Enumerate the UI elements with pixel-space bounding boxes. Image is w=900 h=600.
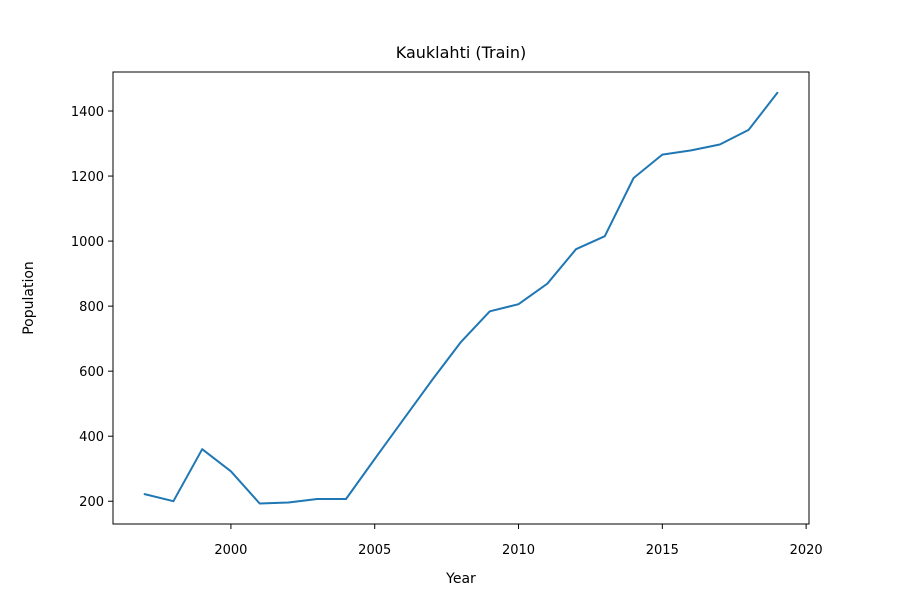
y-tick-label: 200 [79,495,104,510]
x-tick-label: 2000 [214,543,247,558]
y-tick-label: 1200 [71,170,104,185]
x-tick-label: 2005 [358,543,391,558]
y-tick-label: 400 [79,430,104,445]
y-tick-label: 1400 [71,105,104,120]
x-axis-label: Year [445,571,476,587]
y-tick-label: 1000 [71,235,104,250]
series-line-0 [143,91,779,505]
y-tick-label: 600 [79,365,104,380]
x-axis: 2000 2005 2010 2015 2020 [214,524,823,558]
plot-area [143,91,779,505]
x-tick-label: 2010 [502,543,535,558]
y-axis: 200 400 600 800 1000 1200 1400 [71,105,113,510]
y-tick-label: 800 [79,300,104,315]
y-axis-label: Population [21,261,37,335]
plot-frame [112,71,810,525]
x-tick-label: 2020 [790,543,823,558]
chart-title: Kauklahti (Train) [396,43,527,62]
x-tick-label: 2015 [646,543,679,558]
